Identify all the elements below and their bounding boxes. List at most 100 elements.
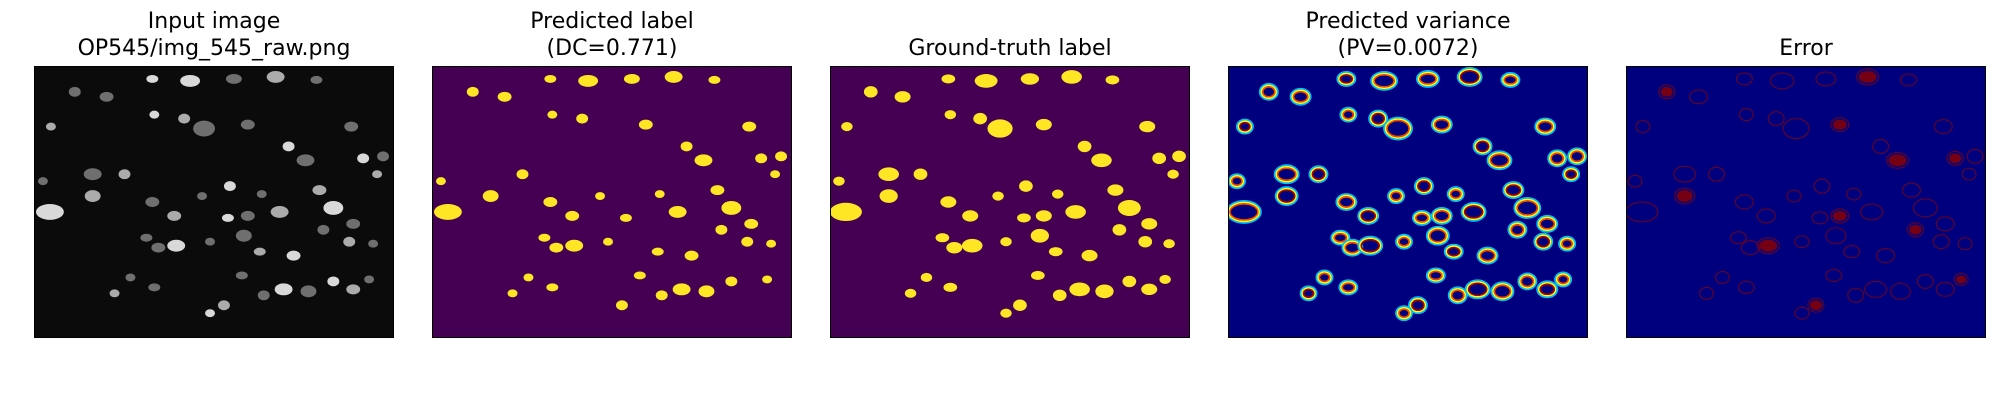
nucleus-mask [770, 170, 781, 179]
nucleus-mask [762, 275, 773, 284]
variance-ring-mid [1384, 118, 1412, 139]
nucleus [266, 70, 285, 83]
nucleus-mask [664, 70, 683, 83]
variance-ring-inner [1570, 150, 1584, 163]
nucleus [377, 151, 390, 162]
nucleus-mask [755, 153, 768, 164]
variance-ring-outer [1415, 69, 1440, 88]
error-outline [1786, 189, 1802, 203]
nucleus-mask [680, 141, 693, 152]
variance-ring-inner [1557, 274, 1569, 285]
variance-ring-outer [1258, 82, 1279, 101]
variance-ring-inner [1411, 299, 1425, 311]
error-outline [1769, 72, 1795, 90]
nucleus-mask [544, 74, 557, 83]
image-background [1627, 67, 1985, 337]
variance-ring-mid [1555, 273, 1571, 286]
image-background [433, 67, 791, 337]
variance-ring-mid [1359, 208, 1378, 224]
variance-ring-inner [1516, 200, 1539, 216]
nucleus-mask [715, 224, 728, 235]
variance-ring-outer [1368, 109, 1389, 128]
error-outline [1935, 281, 1955, 297]
nucleus [35, 203, 64, 220]
nucleus-mask [654, 190, 665, 199]
nucleus [235, 271, 248, 280]
nucleus-mask [1117, 199, 1141, 216]
variance-ring-mid [1276, 187, 1297, 205]
nucleus [167, 239, 186, 252]
nucleus-mask [633, 271, 646, 280]
nucleus [235, 229, 252, 242]
title-line-1: Predicted variance [1305, 9, 1511, 34]
nucleus-mask [1141, 218, 1158, 230]
variance-ring-inner [1386, 119, 1410, 138]
title-line-2: (PV=0.0072) [1337, 36, 1479, 61]
error-blob [1909, 224, 1922, 235]
variance-ring-outer [1425, 267, 1446, 284]
error-outline [1961, 167, 1977, 181]
nucleus-mask [941, 74, 956, 84]
nucleus [317, 224, 330, 235]
variance-ring-outer [1395, 233, 1413, 250]
variance-ring-outer [1534, 117, 1557, 136]
nucleus-mask [1019, 180, 1033, 192]
nucleus [193, 120, 215, 137]
variance-ring-outer [1558, 235, 1577, 252]
error-blob [1676, 190, 1693, 202]
nucleus-mask [879, 189, 898, 203]
variance-ring-outer [1383, 116, 1413, 141]
variance-ring-inner [1419, 73, 1437, 85]
panel-predicted-variance: Predicted variance (PV=0.0072) [1228, 0, 1588, 400]
variance-ring-outer [1425, 225, 1450, 246]
variance-ring-inner [1371, 112, 1385, 125]
nucleus [310, 75, 323, 84]
variance-ring-inner [1447, 246, 1461, 257]
variance-ring-inner [1536, 235, 1550, 248]
image-predicted-label-svg [433, 67, 791, 337]
nucleus-mask [1172, 150, 1186, 163]
nucleus-mask [619, 213, 632, 222]
variance-ring-mid [1369, 111, 1387, 126]
nucleus [197, 192, 208, 201]
nucleus-mask [546, 283, 559, 292]
error-blob [1888, 154, 1907, 167]
error-outline [1635, 120, 1651, 134]
error-outline [1847, 287, 1865, 303]
variance-ring-outer [1476, 246, 1499, 265]
error-outline [1735, 72, 1753, 86]
variance-ring-mid [1337, 194, 1356, 210]
variance-ring-mid [1466, 281, 1489, 298]
nucleus-mask [1122, 275, 1137, 288]
variance-ring-mid [1538, 282, 1557, 297]
title-line-1: Input image [147, 9, 281, 34]
image-error [1626, 66, 1986, 338]
nucleus-mask [944, 110, 957, 120]
image-input-svg [35, 67, 393, 337]
nucleus [167, 210, 182, 221]
nucleus-mask [615, 300, 628, 311]
error-outline [1756, 208, 1776, 224]
panel-title: Error [1586, 35, 2000, 62]
nucleus-mask [1065, 205, 1086, 219]
variance-ring-mid [1445, 245, 1462, 258]
variance-ring-inner [1429, 229, 1447, 243]
variance-ring-outer [1330, 229, 1351, 246]
nucleus-mask [987, 119, 1013, 138]
variance-ring-mid [1229, 201, 1261, 223]
variance-ring-mid [1317, 271, 1332, 284]
nucleus-mask [742, 121, 757, 132]
error-outline [1935, 216, 1955, 232]
variance-ring-outer [1567, 147, 1587, 166]
variance-ring-outer [1502, 181, 1525, 200]
error-blob [1858, 70, 1877, 83]
nucleus [84, 190, 101, 202]
variance-ring-mid [1478, 248, 1497, 263]
variance-ring-inner [1398, 308, 1410, 318]
nucleus [45, 122, 56, 131]
variance-ring-inner [1398, 236, 1410, 247]
nucleus-mask [507, 289, 518, 298]
nucleus-mask [946, 241, 963, 254]
nucleus-mask [576, 113, 589, 124]
variance-ring-inner [1390, 191, 1402, 201]
